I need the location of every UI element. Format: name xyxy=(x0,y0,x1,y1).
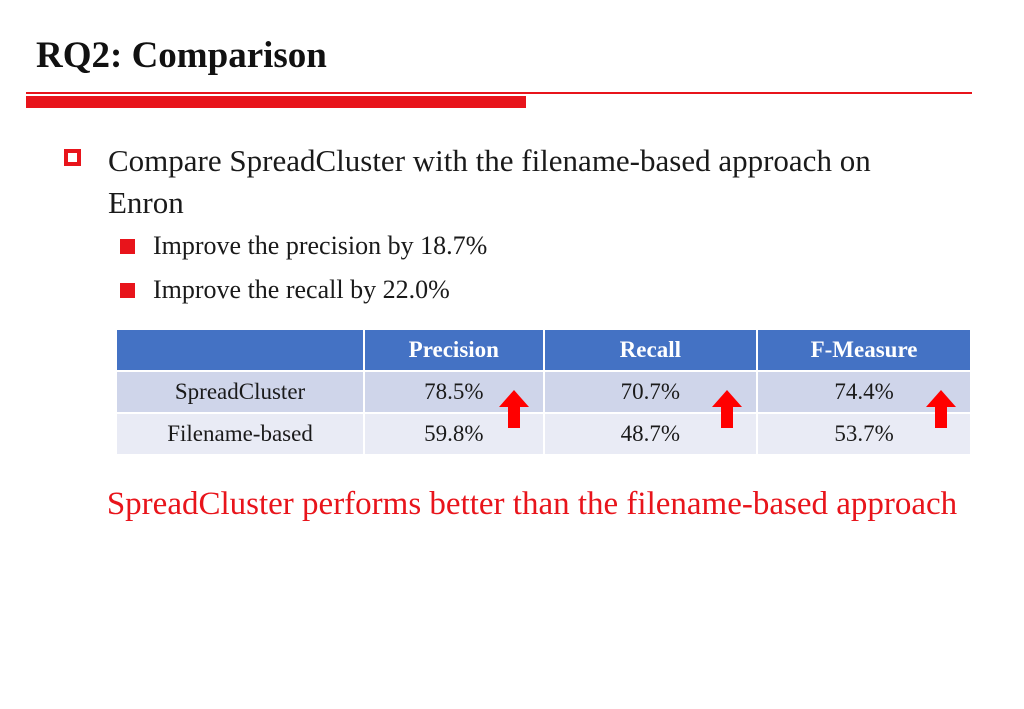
comparison-table: Precision Recall F-Measure SpreadCluster… xyxy=(117,330,972,456)
cell-f-measure: 53.7% xyxy=(757,413,972,456)
table-row: SpreadCluster 78.5% 70.7% 74.4% xyxy=(117,371,972,428)
sub-bullet-text: Improve the recall by 22.0% xyxy=(153,275,450,304)
table-header-row: Precision Recall F-Measure xyxy=(117,330,972,372)
row-label-filename-based: Filename-based xyxy=(117,413,366,456)
header-cell-empty xyxy=(117,330,366,372)
red-up-arrow-icon xyxy=(926,390,956,428)
cell-value: 59.8% xyxy=(424,421,484,446)
cell-precision: 59.8% xyxy=(364,413,545,456)
filled-square-bullet-icon xyxy=(120,283,135,298)
title-underline-thin xyxy=(26,92,972,94)
cell-recall: 70.7% xyxy=(543,371,759,428)
title-underline-thick xyxy=(26,96,526,108)
main-bullet-text: Compare SpreadCluster with the filename-… xyxy=(108,143,871,220)
cell-value: 53.7% xyxy=(834,421,894,446)
sub-bullet-text: Improve the precision by 18.7% xyxy=(153,231,488,260)
red-up-arrow-icon xyxy=(712,390,743,428)
filled-square-bullet-icon xyxy=(120,239,135,254)
cell-f-measure: 74.4% xyxy=(757,371,972,428)
header-cell-precision: Precision xyxy=(364,330,545,372)
cell-value: 74.4% xyxy=(834,379,894,404)
conclusion-text: SpreadCluster performs better than the f… xyxy=(106,486,958,522)
table-row: Filename-based 59.8% 48.7% 53.7% xyxy=(117,413,972,456)
slide-title: RQ2: Comparison xyxy=(36,35,327,76)
red-up-arrow-icon xyxy=(498,390,529,428)
cell-precision: 78.5% xyxy=(364,371,545,428)
header-cell-recall: Recall xyxy=(543,330,759,372)
cell-value: 78.5% xyxy=(424,379,484,404)
header-cell-f-measure: F-Measure xyxy=(757,330,972,372)
cell-value: 48.7% xyxy=(620,421,681,446)
cell-value: 70.7% xyxy=(620,379,681,404)
hollow-square-bullet-icon xyxy=(64,149,81,166)
row-label-spreadcluster: SpreadCluster xyxy=(117,371,366,414)
